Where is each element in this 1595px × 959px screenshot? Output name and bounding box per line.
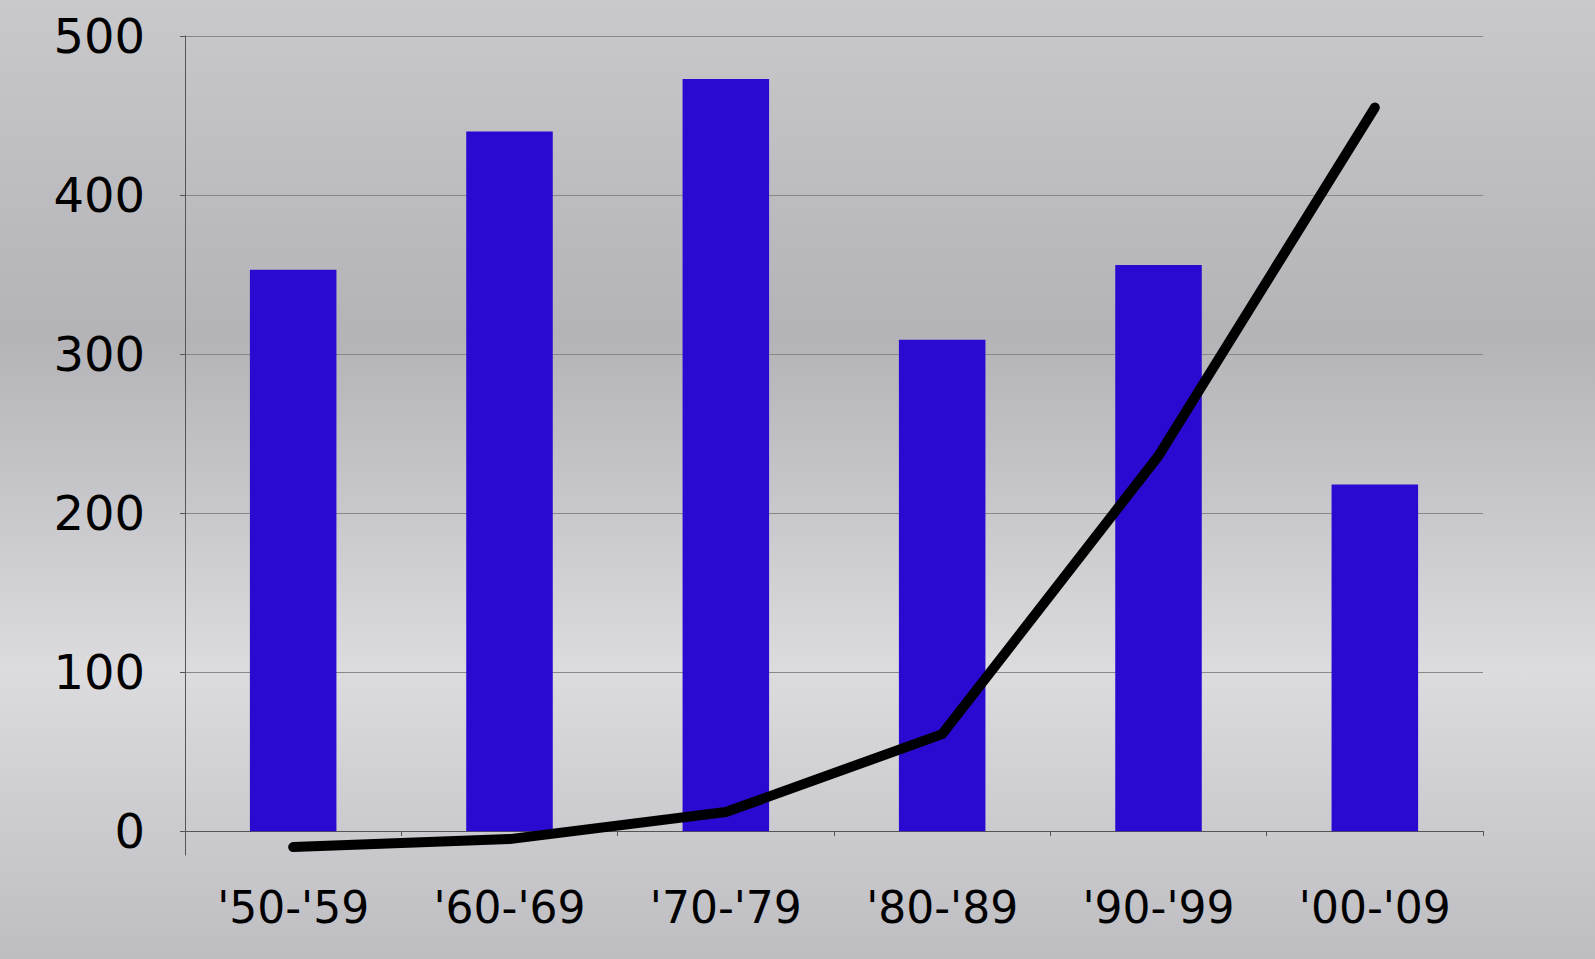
svg-text:'00-'09: '00-'09 [1299, 882, 1451, 933]
svg-text:'60-'69: '60-'69 [433, 882, 585, 933]
svg-text:400: 400 [53, 167, 145, 223]
svg-text:300: 300 [53, 326, 145, 382]
svg-text:200: 200 [53, 485, 145, 541]
svg-text:'70-'79: '70-'79 [650, 882, 802, 933]
svg-text:100: 100 [53, 644, 145, 700]
svg-text:500: 500 [53, 8, 145, 64]
svg-text:'90-'99: '90-'99 [1082, 882, 1234, 933]
svg-text:0: 0 [114, 803, 145, 859]
svg-text:'80-'89: '80-'89 [866, 882, 1018, 933]
svg-text:'50-'59: '50-'59 [217, 882, 369, 933]
